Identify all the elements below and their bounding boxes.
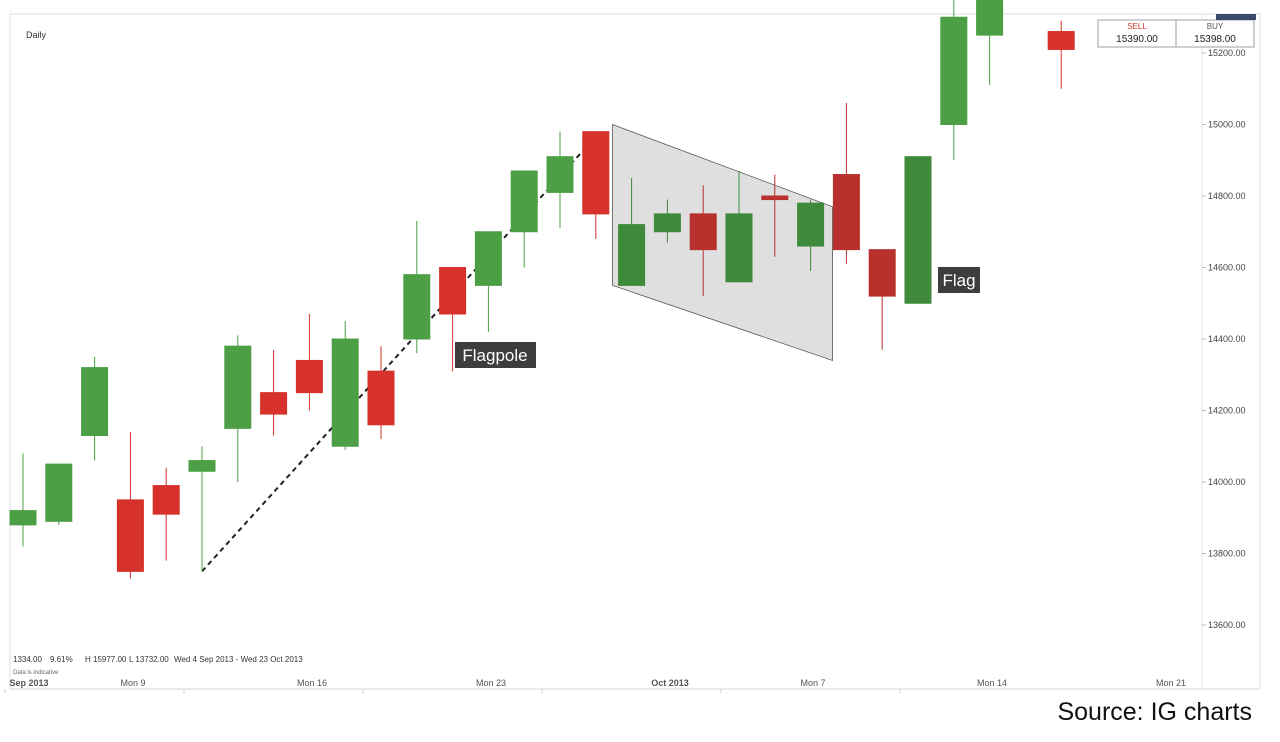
- candle-body: [761, 195, 789, 201]
- x-tick-label: Mon 21: [1156, 678, 1186, 688]
- flagpole-label-bg: [455, 342, 536, 368]
- candle-body: [331, 338, 359, 447]
- candle-body: [797, 202, 825, 247]
- candle-body: [474, 231, 502, 286]
- candle-body: [976, 0, 1004, 36]
- candle-body: [9, 510, 37, 526]
- candle-body: [546, 156, 574, 193]
- candle-body: [582, 131, 610, 215]
- flag-label: Flag: [942, 271, 975, 290]
- y-tick-label: 13600.00: [1208, 620, 1246, 630]
- info-change: 1334.00: [13, 655, 42, 664]
- info-range: Wed 4 Sep 2013 - Wed 23 Oct 2013: [174, 655, 303, 664]
- candle-body: [940, 16, 968, 125]
- info-note: Data is indicative: [13, 670, 59, 676]
- candle-body: [188, 460, 216, 472]
- candle-body: [295, 359, 323, 394]
- info-high: H 15977.00: [85, 655, 127, 664]
- candle-body: [81, 367, 109, 437]
- buy-price: 15398.00: [1194, 34, 1236, 45]
- candle-body: [224, 345, 252, 429]
- x-tick-label: Mon 14: [977, 678, 1007, 688]
- x-tick-label: Mon 16: [297, 678, 327, 688]
- plot-area: [9, 13, 1261, 690]
- y-tick-label: 14200.00: [1208, 406, 1246, 416]
- candle-body: [367, 370, 395, 426]
- y-tick-label: 14400.00: [1208, 334, 1246, 344]
- candle-body: [45, 463, 73, 522]
- candle-body: [510, 170, 538, 233]
- flag-channel: [612, 123, 833, 362]
- sell-price: 15390.00: [1116, 34, 1158, 45]
- candle-body: [439, 267, 467, 315]
- x-tick-label: Oct 2013: [651, 678, 689, 688]
- info-change-pct: 9.61%: [50, 655, 73, 664]
- flag-label-bg: [938, 267, 980, 293]
- candle-body: [152, 485, 180, 515]
- candle-body: [689, 213, 717, 251]
- y-tick-label: 15200.00: [1208, 48, 1246, 58]
- trade-ticket[interactable]: SELL 15390.00 BUY 15398.00: [1097, 19, 1255, 48]
- info-low: L 13732.00: [129, 655, 169, 664]
- x-tick-label: Sep 2013: [9, 678, 48, 688]
- candle-body: [832, 174, 860, 251]
- y-tick-label: 14000.00: [1208, 477, 1246, 487]
- source-caption: Source: IG charts: [1057, 698, 1252, 726]
- candle-body: [904, 156, 932, 304]
- candle-body: [653, 213, 681, 233]
- buy-label: BUY: [1207, 22, 1224, 31]
- sell-label: SELL: [1127, 22, 1147, 31]
- y-tick-label: 13800.00: [1208, 549, 1246, 559]
- buy-box[interactable]: [1175, 19, 1255, 48]
- flagpole-label: Flagpole: [462, 346, 527, 365]
- candle-body: [260, 392, 288, 415]
- candle-body: [725, 213, 753, 283]
- x-tick-label: Mon 23: [476, 678, 506, 688]
- candle-body: [403, 274, 431, 340]
- x-tick-label: Mon 7: [800, 678, 825, 688]
- current-price-marker: [1216, 14, 1256, 20]
- candle-body: [1047, 31, 1075, 50]
- y-tick-label: 14600.00: [1208, 263, 1246, 273]
- y-tick-label: 15000.00: [1208, 120, 1246, 130]
- candle-body: [116, 499, 144, 572]
- x-tick-label: Mon 9: [120, 678, 145, 688]
- timeframe-label[interactable]: Daily: [26, 30, 47, 40]
- candle-body: [868, 249, 896, 297]
- candle-body: [618, 224, 646, 286]
- y-tick-label: 14800.00: [1208, 191, 1246, 201]
